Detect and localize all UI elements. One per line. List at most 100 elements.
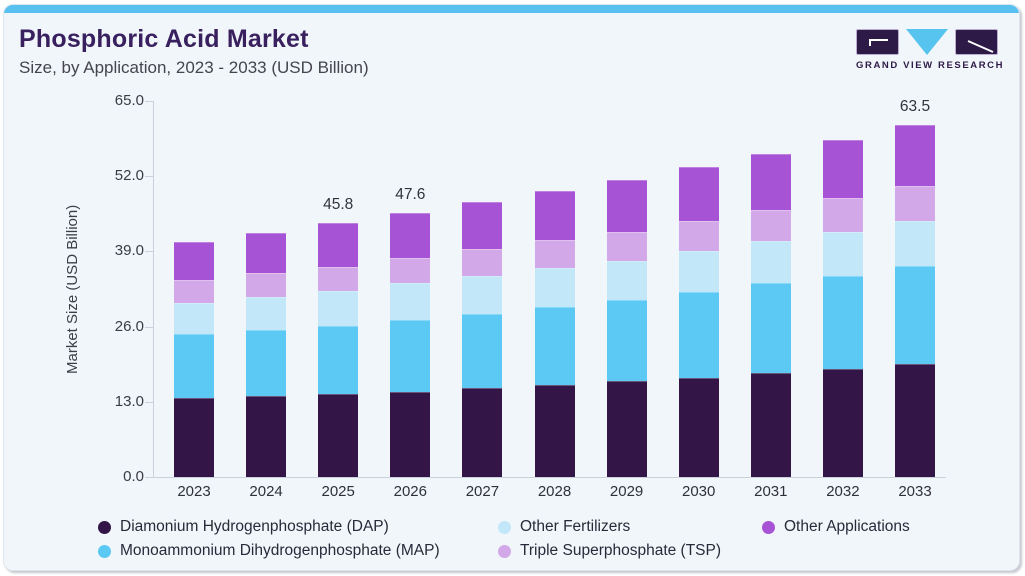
legend-dot-other-fertilizers [498,520,511,534]
bar-segment-2032-other-applications [822,139,863,199]
bar-segment-2029-dap [606,380,647,477]
bar-segment-2030-map [678,291,719,378]
bar-segment-2033-other-fertilizers [895,220,935,266]
legend-item-other-fertilizers: Other Fertilizers [498,518,630,536]
bar-segment-2031-dap [750,373,791,477]
bar-segment-2032-tsp [822,198,863,232]
bar-segment-2030-other-applications [678,167,719,222]
legend-dot-map [98,544,111,558]
bar-segment-2031-other-applications [750,154,791,210]
report-card: Phosphoric Acid Market Size, by Applicat… [3,4,1020,571]
bar-segment-2033-tsp [895,185,935,221]
legend-label: Triple Superphosphate (TSP) [520,542,722,559]
y-tick-label: 13.0 [114,392,144,410]
y-tick [145,176,153,178]
bar-segment-2028-other-fertilizers [534,268,575,307]
x-axis-line [145,477,946,478]
logo-wordmark: GRAND VIEW RESEARCH [856,60,1005,71]
x-tick-label-2027: 2027 [465,483,500,500]
legend-item-dap: Diamonium Hydrogenphosphate (DAP) [98,518,389,536]
x-tick-label-2023: 2023 [177,483,211,500]
bar-2027 [462,202,503,477]
bar-segment-2029-other-applications [606,179,647,232]
bar-segment-2031-map [750,283,791,374]
logo-r-icon [955,29,998,55]
bar-segment-2025-other-applications [318,222,359,268]
y-tick-label: 65.0 [114,91,144,109]
bar-2025 [318,222,359,477]
bar-segment-2032-dap [822,369,863,477]
bar-segment-2032-other-fertilizers [822,231,863,276]
legend-label: Diamonium Hydrogenphosphate (DAP) [120,518,389,535]
y-axis-title: Market Size (USD Billion) [64,204,81,374]
x-tick-label-2033: 2033 [898,483,932,500]
bar-segment-2031-other-fertilizers [750,241,791,284]
bar-segment-2033-map [895,265,935,364]
bar-segment-2026-dap [390,392,431,477]
bar-segment-2028-dap [534,384,575,477]
x-tick-label-2025: 2025 [321,483,355,500]
y-tick [145,326,153,328]
page-subtitle: Size, by Application, 2023 - 2033 (USD B… [19,58,369,77]
y-tick-label: 0.0 [123,468,144,485]
bar-segment-2027-tsp [462,249,503,277]
bar-segment-2028-map [534,306,575,385]
bar-segment-2027-other-applications [462,202,503,250]
y-tick [145,251,153,253]
bar-value-label-2026: 47.6 [395,185,426,203]
bar-segment-2028-other-applications [534,191,575,241]
x-tick-label-2028: 2028 [537,483,572,500]
bar-2029 [606,179,647,477]
x-tick-label-2024: 2024 [249,483,283,500]
y-tick [145,477,153,478]
grand-view-research-logo: GRAND VIEW RESEARCH [856,29,1005,71]
y-tick [145,401,153,403]
page-title: Phosphoric Acid Market [19,25,309,53]
bar-segment-2025-tsp [318,267,359,292]
bar-segment-2030-dap [678,377,719,477]
legend-dot-tsp [498,544,511,558]
bar-2026 [390,212,431,477]
bar-2028 [534,191,575,477]
bar-segment-2030-other-fertilizers [678,250,719,292]
bar-2032 [822,139,863,477]
bar-value-label-2033: 63.5 [899,97,931,115]
bar-segment-2029-other-fertilizers [606,260,647,300]
bar-segment-2027-map [462,314,503,389]
bar-segment-2025-dap [318,394,359,477]
bar-2030 [678,167,719,477]
bar-segment-2026-other-applications [390,212,431,259]
x-tick-label-2030: 2030 [682,483,716,500]
legend-item-other-applications: Other Applications [762,518,910,536]
bar-segment-2026-other-fertilizers [390,283,431,320]
bar-2031 [750,154,791,477]
bar-2033 [895,124,935,477]
legend-item-map: Monoammonium Dihydrogenphosphate (MAP) [98,542,440,560]
bar-2023 [174,241,214,477]
bar-segment-2024-other-fertilizers [246,297,287,330]
bar-segment-2023-other-applications [174,241,214,280]
bar-segment-2027-dap [462,388,503,477]
bar-segment-2033-other-applications [895,124,935,186]
legend-label: Monoammonium Dihydrogenphosphate (MAP) [120,542,440,559]
x-tick-label-2031: 2031 [754,483,788,500]
y-tick-label: 26.0 [114,317,144,335]
bar-segment-2029-map [606,299,647,381]
legend-label: Other Fertilizers [520,518,631,535]
bar-segment-2031-tsp [750,209,791,242]
bar-segment-2029-tsp [606,231,647,261]
accent-top-bar [4,5,1019,13]
legend-item-tsp: Triple Superphosphate (TSP) [498,542,721,560]
legend-dot-dap [98,520,111,534]
bar-segment-2024-map [246,329,287,396]
bar-segment-2024-dap [246,395,287,477]
bar-segment-2024-tsp [246,273,287,298]
bar-segment-2024-other-applications [246,232,287,274]
legend-dot-other-applications [762,520,775,534]
y-tick-label: 39.0 [114,242,144,260]
bar-segment-2023-map [174,334,214,399]
bar-segment-2025-other-fertilizers [318,291,359,327]
x-tick-label-2032: 2032 [826,483,860,500]
legend-label: Other Applications [784,518,910,535]
